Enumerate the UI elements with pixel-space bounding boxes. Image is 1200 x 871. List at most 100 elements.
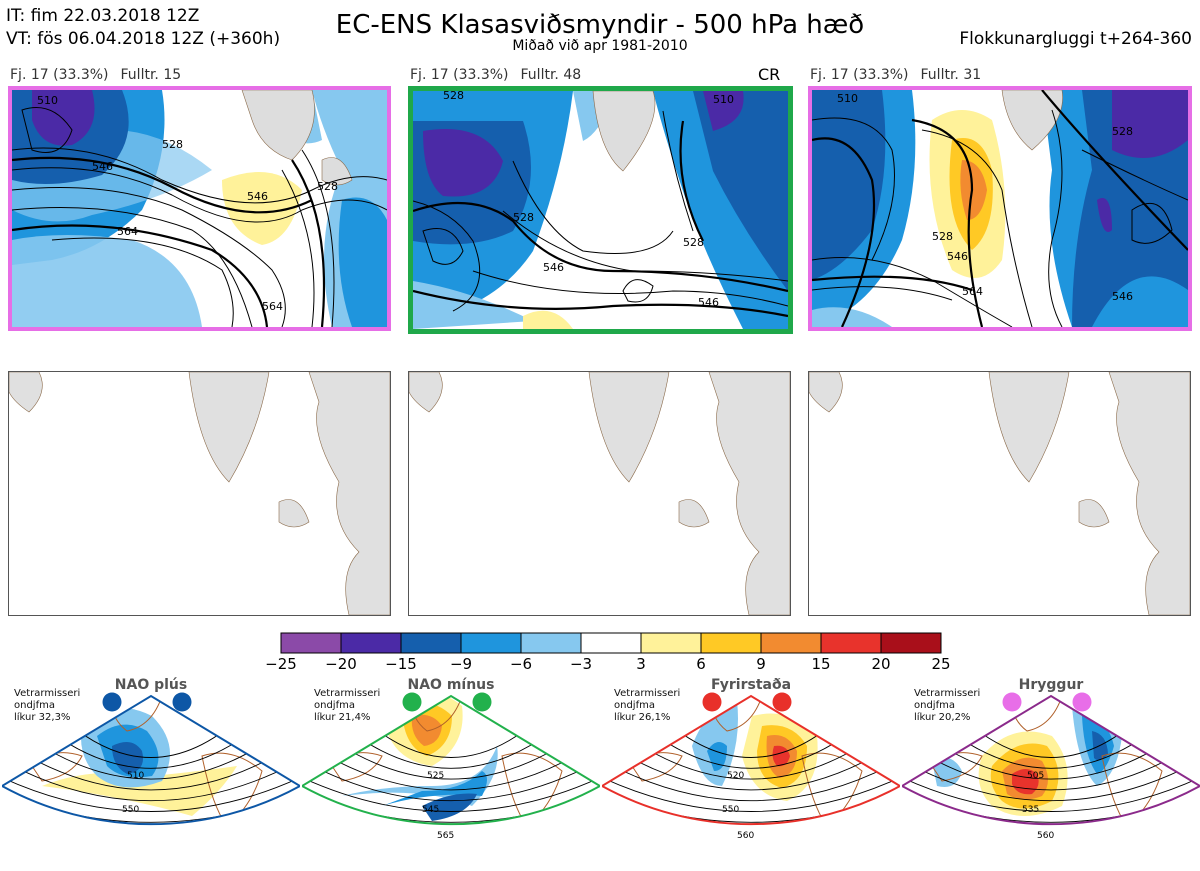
page-title: EC-ENS Klasasviðsmyndir - 500 hPa hæð: [335, 10, 865, 40]
cluster-2-tag: CR: [758, 65, 781, 84]
contour-label: 564: [262, 300, 283, 313]
colorbar-segment: [640, 632, 702, 654]
cluster-2-label: Fj. 17 (33.3%) Fulltr. 48: [410, 67, 582, 83]
height-contour: [302, 760, 600, 812]
contour-label: 525: [427, 771, 444, 781]
contour-label: 546: [92, 160, 113, 173]
regime-marker-dot: [772, 692, 792, 712]
anomaly-shading: [42, 766, 237, 816]
contour-label: 546: [543, 261, 564, 274]
height-contour: [23, 733, 279, 780]
colorbar-segment: [280, 632, 342, 654]
regime-frame: [602, 694, 900, 826]
initial-time: IT: fim 22.03.2018 12Z: [6, 6, 200, 26]
contour-label: 528: [1112, 125, 1133, 138]
contour-label: 546: [1112, 290, 1133, 303]
height-contour: [605, 742, 897, 791]
classification-window: Flokkunargluggi t+264-360: [959, 29, 1192, 49]
regime-info: Vetrarmisseri ondjfma líkur 21,4%: [314, 688, 380, 724]
regime-info-line: líkur 20,2%: [914, 712, 971, 723]
height-contour: [302, 751, 600, 802]
regime-name: NAO plús: [114, 677, 188, 693]
colorbar-segment: [820, 632, 882, 654]
regime-frame: [302, 694, 600, 826]
colorbar-segment: [760, 632, 822, 654]
regime-frame: [2, 694, 300, 826]
height-contour: [2, 751, 300, 802]
regime-map[interactable]: 525 545 565: [302, 676, 600, 871]
contour-label: 560: [737, 831, 754, 841]
regime-map[interactable]: 505 535 560: [902, 676, 1200, 871]
colorbar-tick-label: −6: [509, 655, 533, 673]
coastline: [501, 752, 563, 825]
contour-label: 564: [117, 225, 138, 238]
anomaly-shading: [772, 745, 790, 767]
colorbar-tick-label: −9: [449, 655, 473, 673]
regime-info-line: ondjfma: [914, 700, 955, 711]
contour-label: 545: [422, 805, 439, 815]
regime-info-line: Vetrarmisseri: [14, 688, 81, 699]
cluster-3-rep: Fulltr. 31: [920, 67, 982, 83]
colorbar-tick-label: −25: [265, 655, 297, 673]
regime-marker-dot: [172, 692, 192, 712]
contour-label: 528: [932, 230, 953, 243]
height-contour: [905, 742, 1197, 791]
coastline: [1101, 752, 1163, 825]
anomaly-shading: [1012, 849, 1042, 858]
anomaly-shading: [112, 742, 143, 774]
regime-name: Hryggur: [1018, 677, 1084, 693]
contour-label: 520: [727, 771, 744, 781]
regime-name: NAO mínus: [407, 677, 495, 693]
colorbar-segment: [460, 632, 522, 654]
regime-marker-dot: [102, 692, 122, 712]
regime-frame: [902, 694, 1200, 826]
colorbar-tick-label: 15: [811, 655, 831, 673]
regime-info: Vetrarmisseri ondjfma líkur 26,1%: [614, 688, 680, 724]
regime-marker-dot: [472, 692, 492, 712]
cluster-3-label: Fj. 17 (33.3%) Fulltr. 31: [810, 67, 982, 83]
regime-info-line: líkur 21,4%: [314, 712, 371, 723]
colorbar-tick-label: 3: [636, 655, 646, 673]
cluster-map-3[interactable]: 528 528 546 564 546 510: [808, 86, 1192, 331]
colorbar-segment: [340, 632, 402, 654]
colorbar-tick-label: −15: [385, 655, 417, 673]
colorbar-segment: [580, 632, 642, 654]
cluster-map-1[interactable]: 528 546 546 528 564 564 510: [8, 86, 391, 331]
valid-time: VT: fös 06.04.2018 12Z (+360h): [6, 29, 281, 49]
colorbar-tick-label: 20: [871, 655, 891, 673]
empty-map-3: [808, 371, 1191, 616]
regime-info-line: Vetrarmisseri: [614, 688, 681, 699]
regime-map[interactable]: 510 550: [2, 676, 300, 871]
cluster-1-label: Fj. 17 (33.3%) Fulltr. 15: [10, 67, 182, 83]
coastline: [801, 752, 863, 825]
height-contour: [2, 760, 300, 812]
regime-map[interactable]: 520 550 560: [602, 676, 900, 871]
anomaly-shading: [932, 757, 962, 787]
contour-label: 528: [683, 236, 704, 249]
regime-info-line: Vetrarmisseri: [314, 688, 381, 699]
colorbar-tick-label: 9: [756, 655, 766, 673]
regime-marker-dot: [1002, 692, 1022, 712]
contour-label: 528: [443, 91, 464, 102]
cluster-2-rep: Fulltr. 48: [520, 67, 582, 83]
contour-label: 510: [837, 92, 858, 105]
contour-label: 550: [122, 805, 139, 815]
colorbar-tick-label: 25: [931, 655, 951, 673]
contour-label: 528: [162, 138, 183, 151]
colorbar-segment: [880, 632, 942, 654]
contour-label: 546: [247, 190, 268, 203]
regime-info-line: Vetrarmisseri: [914, 688, 981, 699]
colorbar-tick-label: 6: [696, 655, 706, 673]
contour-label: 505: [1027, 771, 1044, 781]
contour-label: 560: [1037, 831, 1054, 841]
height-contour: [602, 751, 900, 802]
cluster-map-2[interactable]: 528 528 546 546 528 510: [408, 86, 793, 334]
colorbar-tick-label: −20: [325, 655, 357, 673]
regime-info: Vetrarmisseri ondjfma líkur 32,3%: [14, 688, 80, 724]
colorbar-segment: [700, 632, 762, 654]
contour-label: 550: [722, 805, 739, 815]
regime-marker-dot: [702, 692, 722, 712]
height-contour: [923, 733, 1179, 780]
cluster-1-rep: Fulltr. 15: [120, 67, 182, 83]
height-contour: [902, 751, 1200, 802]
